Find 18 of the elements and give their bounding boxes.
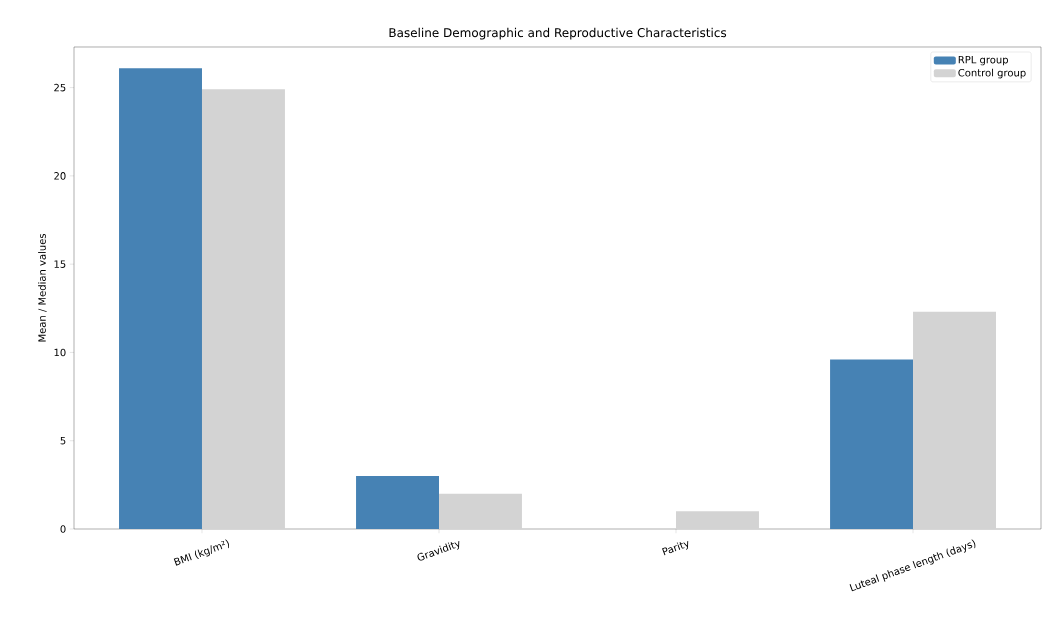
bar	[830, 359, 914, 529]
y-tick-label: 20	[54, 172, 66, 180]
y-tick-label: 10	[54, 348, 66, 357]
bar	[201, 89, 285, 529]
bar	[356, 476, 439, 529]
bar	[439, 493, 522, 529]
bar	[119, 68, 202, 529]
y-axis-title: Mean / Median values	[38, 233, 47, 342]
legend-label: RPL group	[958, 55, 1009, 66]
y-tick-label: 0	[60, 525, 66, 533]
y-tick-label: 5	[60, 437, 66, 445]
bar	[913, 311, 996, 529]
bar	[676, 511, 759, 529]
legend-label: Control group	[958, 68, 1026, 79]
y-tick-label: 25	[54, 83, 66, 92]
chart-title: Baseline Demographic and Reproductive Characteristics	[389, 27, 727, 40]
x-tick-label: Parity	[662, 540, 689, 556]
y-tick-label: 15	[54, 260, 66, 268]
